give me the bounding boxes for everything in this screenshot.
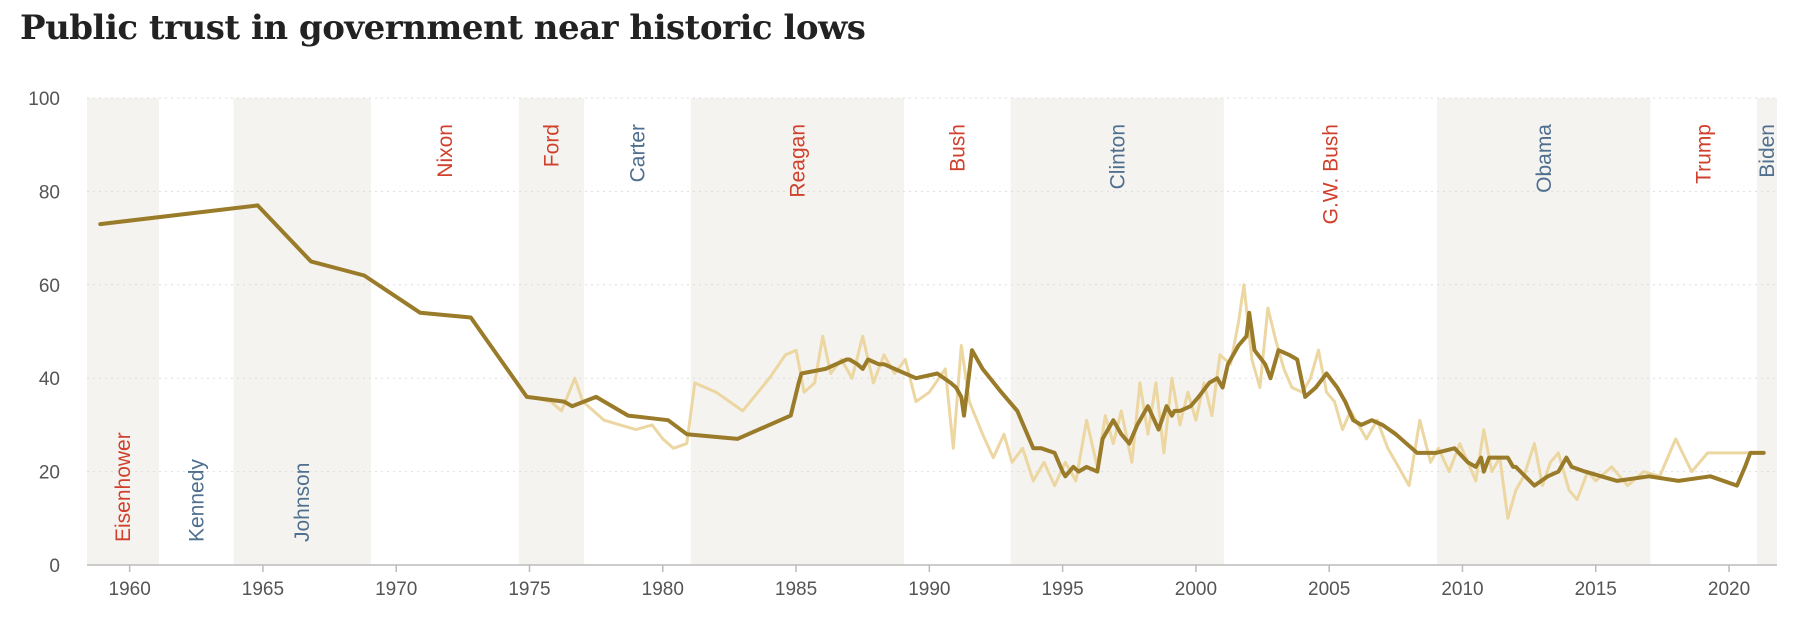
band-ford xyxy=(518,98,585,565)
president-label-ford: Ford xyxy=(540,124,563,167)
x-tick-label: 1985 xyxy=(775,579,817,600)
president-bands xyxy=(87,98,1777,565)
data-lines xyxy=(98,203,1766,520)
president-label-carter: Carter xyxy=(626,124,649,182)
president-label-johnson: Johnson xyxy=(291,463,314,542)
president-label-bush: Bush xyxy=(946,124,969,172)
president-label-trump: Trump xyxy=(1693,124,1716,184)
president-label-reagan: Reagan xyxy=(786,124,809,198)
president-label-obama: Obama xyxy=(1533,124,1556,193)
x-tick-label: 2005 xyxy=(1308,579,1350,600)
president-label-nixon: Nixon xyxy=(434,124,457,178)
y-tick-label: 0 xyxy=(49,556,60,577)
president-label-clinton: Clinton xyxy=(1106,124,1129,189)
x-tick-label: 1980 xyxy=(642,579,684,600)
band-clinton xyxy=(1010,98,1224,565)
band-reagan xyxy=(690,98,905,565)
y-tick-label: 20 xyxy=(39,463,60,484)
series-moving-average xyxy=(98,203,1766,488)
x-tick-label: 2020 xyxy=(1708,579,1750,600)
band-obama xyxy=(1437,98,1651,565)
president-label-kennedy: Kennedy xyxy=(185,459,208,542)
x-axis-ticks: 1960 1965 1970 1975 1980 1985 1990 1995 2000 2005… xyxy=(87,564,1777,600)
x-tick-label: 1965 xyxy=(242,579,284,600)
series-individual-polls xyxy=(528,283,1766,520)
band-biden xyxy=(1757,98,1777,565)
chart-title: Public trust in government near historic… xyxy=(20,8,866,48)
president-label-biden: Biden xyxy=(1756,124,1779,178)
x-tick-label: 2010 xyxy=(1441,579,1483,600)
president-label-g-w-bush: G.W. Bush xyxy=(1320,124,1343,224)
x-tick-label: 1970 xyxy=(375,579,417,600)
x-tick-label: 1975 xyxy=(508,579,550,600)
x-tick-label: 1960 xyxy=(109,579,151,600)
y-axis-ticks: 0 20 40 60 80 100 xyxy=(28,89,60,577)
x-tick-label: 2015 xyxy=(1575,579,1617,600)
x-tick-label: 1995 xyxy=(1041,579,1083,600)
band-eisenhower xyxy=(87,98,159,565)
president-label-eisenhower: Eisenhower xyxy=(112,432,135,542)
y-tick-label: 60 xyxy=(39,276,60,297)
y-tick-label: 100 xyxy=(28,89,60,110)
president-labels: Eisenhower Kennedy Johnson Nixon Ford Carter R… xyxy=(112,124,1779,542)
y-tick-label: 40 xyxy=(39,369,60,390)
y-tick-label: 80 xyxy=(39,182,60,203)
x-tick-label: 1990 xyxy=(908,579,950,600)
band-johnson xyxy=(233,98,371,565)
x-tick-label: 2000 xyxy=(1175,579,1217,600)
